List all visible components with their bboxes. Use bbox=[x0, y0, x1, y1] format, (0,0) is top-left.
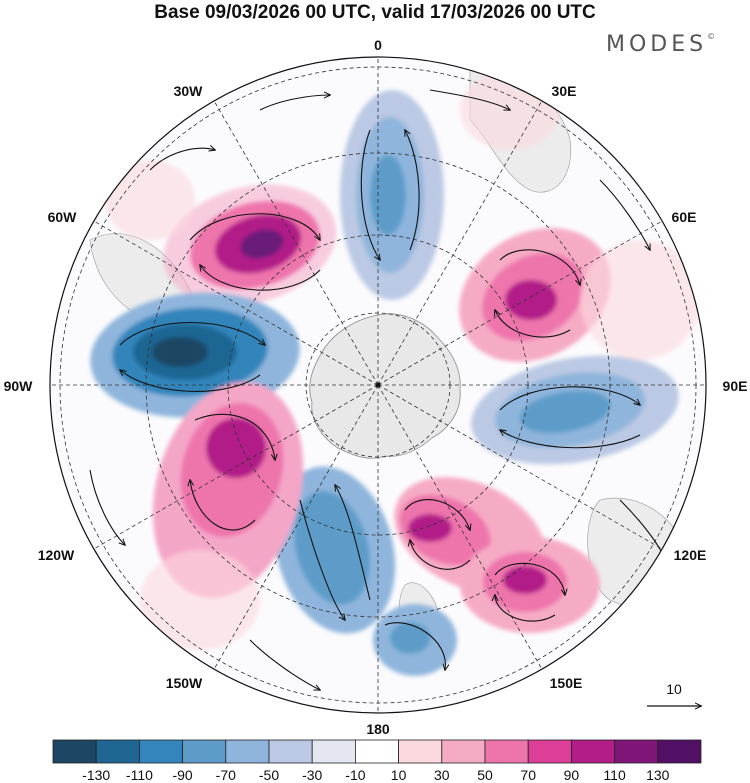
colorbar-tick-label: 10 bbox=[391, 767, 407, 783]
positive-anomaly-30w-60w bbox=[163, 184, 337, 306]
colorbar-swatch bbox=[484, 739, 529, 764]
anomaly-field bbox=[90, 70, 700, 676]
streamline bbox=[404, 499, 470, 530]
colorbar-tick-label: 30 bbox=[434, 767, 450, 783]
colorbar-swatch bbox=[571, 739, 616, 764]
streamline bbox=[429, 89, 510, 110]
streamline bbox=[190, 480, 256, 531]
lon-label-60e: 60E bbox=[672, 209, 697, 225]
streamline bbox=[410, 540, 471, 570]
colorbar-tick-label: 70 bbox=[520, 767, 536, 783]
colorbar-tick-label: -90 bbox=[172, 767, 192, 783]
colorbar-tick-label: -110 bbox=[126, 767, 153, 783]
colorbar-tick-label: -10 bbox=[345, 767, 365, 783]
negative-anomaly-150w-180 bbox=[274, 466, 457, 676]
streamline bbox=[499, 386, 640, 411]
colorbar-swatch bbox=[354, 739, 399, 764]
colorbar-swatch bbox=[52, 739, 97, 764]
map-disc bbox=[50, 57, 706, 713]
wind-streamlines bbox=[89, 89, 665, 690]
colorbar-swatch bbox=[441, 739, 486, 764]
lon-label-150e: 150E bbox=[550, 675, 583, 691]
streamline bbox=[189, 213, 320, 240]
streamline bbox=[120, 370, 261, 392]
streamline bbox=[384, 622, 445, 670]
streamline bbox=[495, 310, 571, 338]
positive-anomaly-120e bbox=[394, 476, 600, 633]
map-border bbox=[49, 56, 707, 714]
streamline bbox=[495, 595, 556, 622]
colorbar-swatch bbox=[268, 739, 313, 764]
lon-label-180: 180 bbox=[366, 721, 390, 737]
colorbar-swatch bbox=[527, 739, 572, 764]
lon-label-120e: 120E bbox=[674, 547, 707, 563]
colorbar-swatch bbox=[398, 739, 443, 764]
colorbar-swatch bbox=[311, 739, 356, 764]
lon-label-90e: 90E bbox=[723, 378, 748, 394]
colorbar-tick-label: -70 bbox=[216, 767, 236, 783]
lon-label-90w: 90W bbox=[4, 378, 34, 394]
streamline bbox=[149, 148, 215, 171]
map-title: Base 09/03/2026 00 UTC, valid 17/03/2026… bbox=[154, 2, 596, 23]
colorbar-swatch bbox=[225, 739, 270, 764]
brand-text: MODES bbox=[606, 32, 708, 57]
streamline bbox=[200, 265, 321, 291]
antarctica-land bbox=[309, 313, 461, 459]
colorbar-tick-label: -30 bbox=[302, 767, 322, 783]
modes-logo: MODES© bbox=[606, 32, 715, 57]
streamline bbox=[89, 469, 125, 545]
reference-vector: 10 bbox=[647, 681, 701, 706]
colorbar-swatch bbox=[95, 739, 140, 764]
longitude-labels: 0 30E 60E 90E 120E 150E 180 150W 120W 90… bbox=[4, 37, 748, 737]
colorbar-tick-label: 130 bbox=[646, 767, 670, 783]
streamline bbox=[494, 562, 565, 595]
colorbar-tick-label: -50 bbox=[259, 767, 279, 783]
colorbar-swatch bbox=[182, 739, 227, 764]
colorbar-tick-label: -130 bbox=[82, 767, 110, 783]
streamline bbox=[249, 639, 320, 690]
streamline bbox=[360, 129, 380, 260]
lon-label-60w: 60W bbox=[48, 209, 78, 225]
positive-anomaly-60e bbox=[459, 228, 611, 362]
negative-anomaly-90e bbox=[471, 355, 679, 465]
negative-anomaly-0 bbox=[340, 90, 444, 300]
lon-label-120w: 120W bbox=[38, 547, 75, 563]
colorbar-swatch bbox=[138, 739, 183, 764]
colorbar-tick-label: 50 bbox=[477, 767, 493, 783]
colorbar: -130 -110 -90 -70 -50 -30 -10 10 30 50 70 90 110 130 bbox=[52, 739, 702, 783]
colorbar-tick-label: 110 bbox=[603, 767, 626, 783]
colorbar-swatch bbox=[657, 739, 702, 764]
colorbar-tick-label: 90 bbox=[564, 767, 580, 783]
streamline bbox=[500, 430, 641, 449]
south-pole-marker bbox=[375, 382, 381, 388]
streamline bbox=[194, 413, 275, 460]
streamline bbox=[335, 485, 371, 601]
colorbar-swatch bbox=[614, 739, 659, 764]
streamline bbox=[499, 249, 580, 285]
graticule bbox=[50, 57, 706, 713]
streamline bbox=[259, 95, 330, 111]
lon-label-30e: 30E bbox=[552, 83, 577, 99]
streamline bbox=[299, 499, 345, 620]
reference-vector-label: 10 bbox=[666, 681, 682, 697]
streamline bbox=[405, 130, 420, 251]
negative-anomaly-90w bbox=[90, 292, 300, 418]
streamline bbox=[119, 322, 265, 346]
lon-label-150w: 150W bbox=[166, 675, 203, 691]
brand-mark: © bbox=[707, 32, 716, 41]
streamline bbox=[599, 179, 650, 250]
lon-label-0: 0 bbox=[374, 37, 382, 53]
lon-label-30w: 30W bbox=[174, 83, 204, 99]
